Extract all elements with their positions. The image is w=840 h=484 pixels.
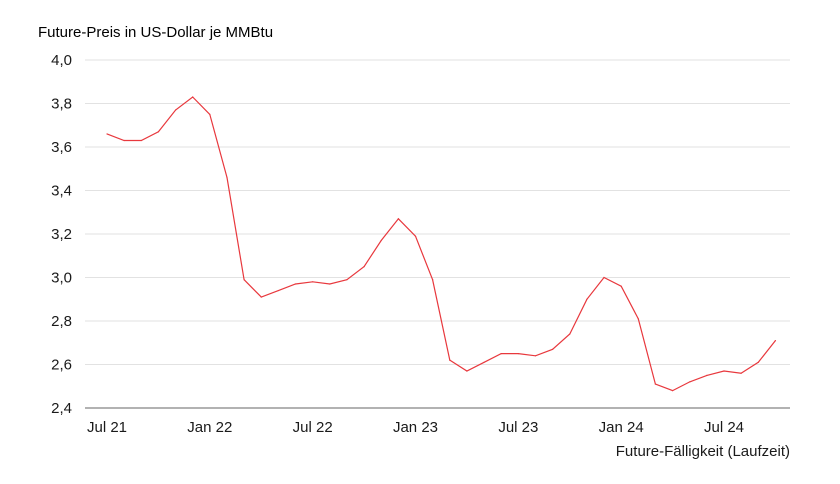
x-tick-label: Jul 24	[704, 419, 744, 436]
data-point	[380, 239, 382, 242]
y-tick-label: 3,0	[51, 270, 72, 287]
data-point	[552, 348, 554, 350]
data-point	[363, 266, 365, 268]
data-point	[500, 353, 502, 355]
data-point	[432, 279, 434, 281]
data-point	[723, 370, 725, 372]
x-tick-label: Jan 24	[599, 419, 644, 436]
data-point	[209, 113, 211, 115]
series-group	[106, 96, 777, 392]
x-tick-label: Jul 22	[293, 419, 333, 436]
data-point	[192, 96, 194, 98]
data-point	[586, 298, 588, 300]
data-point	[123, 139, 125, 142]
data-point	[689, 381, 691, 383]
data-point	[483, 361, 485, 363]
gridlines	[85, 59, 790, 409]
data-point	[312, 281, 314, 283]
series-line	[106, 96, 776, 392]
x-tick-label: Jul 21	[87, 419, 127, 436]
data-point	[671, 390, 674, 392]
data-point	[397, 218, 399, 220]
data-point	[569, 333, 571, 335]
data-point	[466, 370, 468, 372]
y-tick-label: 2,6	[51, 357, 72, 374]
data-point	[654, 383, 657, 385]
data-point	[294, 283, 297, 285]
x-tick-labels: Jul 21 Jan 22 Jul 22 Jan 23 Jul 23 Jan 24 Jul …	[87, 419, 744, 436]
data-point	[174, 109, 177, 111]
y-tick-label: 4,0	[51, 52, 72, 69]
data-point	[243, 279, 245, 281]
y-tick-label: 3,8	[51, 96, 72, 113]
data-point	[346, 279, 348, 281]
y-tick-label: 3,6	[51, 139, 72, 156]
x-tick-label: Jan 22	[187, 419, 232, 436]
y-axis-title: Future-Preis in US-Dollar je MMBtu	[38, 24, 273, 41]
y-tick-label: 3,2	[51, 226, 72, 243]
data-point	[140, 139, 142, 142]
data-point	[414, 235, 417, 237]
y-tick-labels: 4,0 3,8 3,6 3,4 3,2 3,0 2,8 2,6 2,4	[51, 52, 72, 417]
data-point	[706, 374, 708, 376]
data-point	[277, 289, 279, 292]
data-point	[329, 283, 331, 285]
data-point	[774, 339, 777, 342]
y-tick-label: 2,8	[51, 313, 72, 330]
data-point	[637, 318, 639, 320]
data-point	[603, 276, 605, 279]
data-point	[757, 361, 759, 363]
data-point	[620, 285, 622, 287]
data-point	[517, 353, 519, 355]
data-point	[449, 359, 451, 361]
x-tick-label: Jan 23	[393, 419, 438, 436]
y-tick-label: 3,4	[51, 183, 72, 200]
data-point	[534, 355, 537, 357]
data-point	[106, 133, 108, 135]
x-tick-label: Jul 23	[498, 419, 538, 436]
data-point	[740, 372, 742, 374]
data-point	[157, 131, 160, 133]
data-point	[226, 176, 228, 179]
y-tick-label: 2,4	[51, 400, 72, 417]
x-axis-title: Future-Fälligkeit (Laufzeit)	[616, 443, 790, 460]
data-point	[260, 296, 262, 298]
